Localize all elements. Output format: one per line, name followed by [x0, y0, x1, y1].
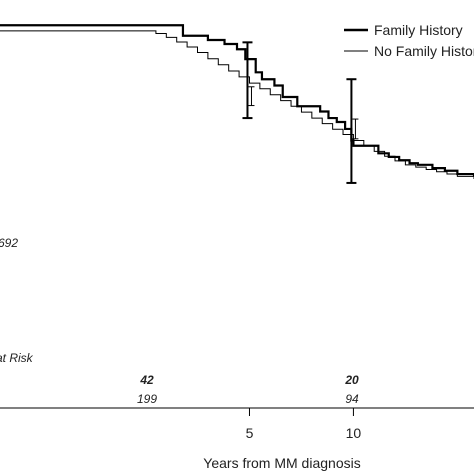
risk-table: at Risk 42 199 20 94	[0, 351, 359, 406]
risk-family-at-10: 20	[344, 373, 359, 387]
risk-no-family-at-5: 199	[137, 392, 157, 406]
series-line-no-family-history	[0, 30, 474, 179]
legend: Family History No Family History	[344, 22, 474, 59]
x-tick-label-5: 5	[246, 425, 254, 441]
error-bar-family-at-10	[346, 78, 357, 184]
error-bar-family-at-5	[242, 41, 253, 120]
risk-family-at-5: 42	[139, 373, 154, 387]
median-annotation: 692	[0, 236, 18, 250]
x-axis-title: Years from MM diagnosis	[203, 455, 360, 471]
x-ticks: 5 10	[246, 408, 362, 441]
x-tick-label-10: 10	[346, 425, 362, 441]
series-line-family-history	[0, 24, 474, 177]
error-bar-no-family-at-10	[352, 118, 359, 140]
risk-table-title: at Risk	[0, 351, 34, 365]
plot-area	[0, 24, 474, 184]
legend-label-family-history: Family History	[374, 22, 463, 38]
legend-label-no-family-history: No Family History	[374, 43, 474, 59]
risk-no-family-at-10: 94	[345, 392, 359, 406]
error-bar-no-family-at-5	[248, 86, 255, 107]
